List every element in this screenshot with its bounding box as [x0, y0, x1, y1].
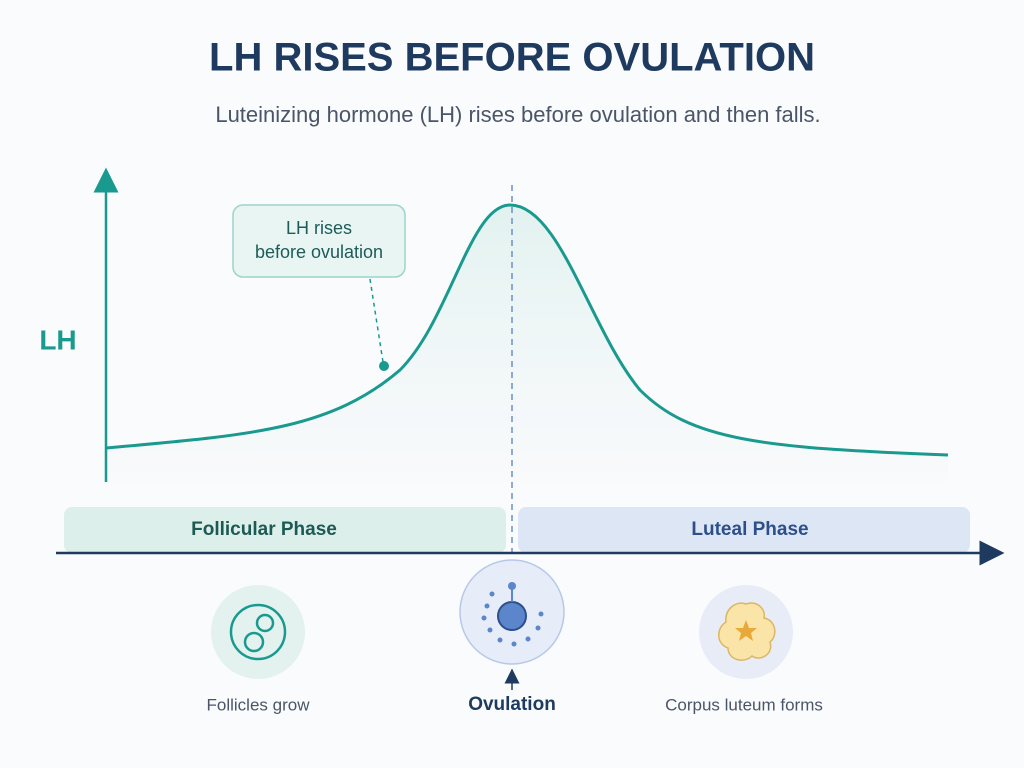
stage-label: Ovulation: [468, 694, 556, 715]
callout-text: before ovulation: [255, 242, 383, 262]
stage-label: Follicles grow: [207, 695, 311, 714]
curve-area: [106, 205, 948, 482]
y-axis-label: LH: [39, 324, 76, 355]
ovulation-icon: [459, 559, 565, 665]
phase-label: Luteal Phase: [691, 519, 808, 540]
title: LH RISES BEFORE OVULATION: [209, 36, 815, 80]
corpus-luteum-icon: [699, 585, 793, 679]
stage-label: Corpus luteum forms: [665, 695, 823, 714]
callout-text: LH rises: [286, 218, 352, 238]
luteal-phase-bar: [518, 507, 970, 553]
phase-label: Follicular Phase: [191, 519, 337, 540]
subtitle: Luteinizing hormone (LH) rises before ov…: [215, 102, 820, 127]
callout-box: [232, 204, 406, 278]
callout-dot: [379, 361, 389, 371]
callout-leader: [369, 278, 384, 363]
lh-curve: [105, 203, 949, 457]
follicular-phase-bar: [64, 507, 506, 553]
follicle-icon: [211, 585, 305, 679]
